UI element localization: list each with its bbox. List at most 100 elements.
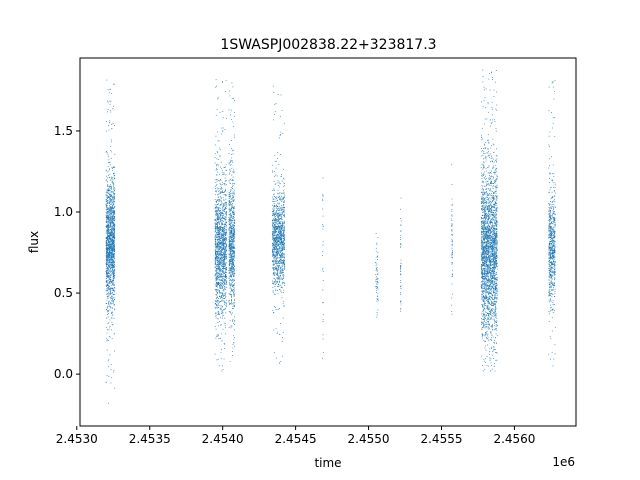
data-point: [112, 219, 113, 221]
data-point: [272, 290, 274, 292]
data-point: [276, 244, 277, 245]
data-point: [232, 266, 234, 268]
data-point: [222, 190, 223, 192]
data-point: [112, 371, 114, 373]
data-point: [110, 267, 112, 269]
data-point: [277, 208, 279, 210]
data-point: [218, 207, 220, 209]
data-point: [107, 248, 109, 250]
data-point: [109, 215, 111, 217]
data-point: [220, 301, 222, 302]
data-point: [109, 218, 111, 220]
data-point: [218, 228, 219, 229]
data-point: [220, 254, 222, 256]
data-point: [221, 254, 223, 256]
data-point: [107, 287, 109, 288]
data-point: [229, 264, 231, 266]
data-point: [112, 167, 114, 168]
data-point: [273, 283, 275, 285]
data-point: [231, 248, 233, 250]
data-point: [222, 268, 224, 269]
data-point: [215, 235, 216, 237]
data-point: [225, 195, 227, 196]
data-point: [233, 256, 235, 258]
data-point: [233, 272, 234, 274]
data-point: [113, 207, 114, 209]
data-point: [274, 241, 276, 243]
data-point: [273, 226, 274, 228]
data-point: [112, 208, 113, 209]
data-point: [277, 262, 279, 264]
data-point: [109, 233, 111, 235]
data-point: [217, 289, 218, 291]
data-point: [277, 214, 279, 216]
data-point: [225, 246, 227, 248]
data-point: [220, 184, 222, 185]
data-point: [279, 262, 281, 264]
data-point: [275, 213, 276, 214]
data-point: [279, 257, 281, 258]
data-point: [273, 229, 275, 231]
data-point: [107, 220, 109, 222]
data-point: [229, 231, 230, 233]
data-point: [229, 320, 231, 322]
data-point: [217, 266, 219, 267]
data-point: [232, 185, 234, 186]
data-point: [217, 274, 218, 276]
data-point: [277, 250, 278, 252]
data-point: [217, 259, 219, 260]
data-point: [110, 277, 112, 278]
data-point: [280, 227, 282, 229]
data-point: [114, 350, 115, 352]
data-point: [283, 216, 285, 218]
data-point: [220, 180, 222, 181]
data-point: [107, 277, 109, 278]
data-point: [214, 236, 216, 238]
data-point: [273, 214, 275, 216]
data-point: [113, 266, 114, 267]
data-point: [222, 256, 224, 258]
data-point: [105, 180, 107, 181]
data-point: [107, 101, 109, 103]
data-point: [221, 285, 223, 286]
data-point: [225, 190, 226, 191]
data-point: [230, 237, 232, 238]
data-point: [283, 220, 285, 222]
data-point: [274, 248, 276, 250]
data-point: [224, 272, 226, 273]
data-point: [275, 284, 276, 285]
data-point: [223, 227, 224, 228]
data-point: [109, 232, 110, 233]
data-point: [222, 196, 224, 198]
data-point: [274, 258, 276, 259]
data-point: [108, 208, 110, 210]
data-point: [110, 206, 112, 207]
data-point: [105, 303, 107, 304]
data-point: [108, 243, 110, 245]
data-point: [215, 263, 217, 265]
data-point: [112, 220, 113, 222]
data-point: [276, 225, 278, 227]
data-point: [109, 232, 111, 234]
data-point: [107, 255, 109, 257]
chart-title: 1SWASPJ002838.22+323817.3: [220, 37, 436, 53]
data-point: [221, 248, 223, 250]
data-point: [225, 79, 227, 81]
data-point: [234, 234, 235, 236]
data-point: [233, 233, 234, 235]
data-point: [276, 231, 277, 232]
data-point: [106, 206, 107, 208]
data-point: [221, 273, 222, 274]
data-point: [223, 309, 224, 310]
data-point: [272, 287, 274, 288]
data-point: [108, 170, 110, 172]
data-point: [281, 218, 282, 220]
data-point: [112, 219, 114, 220]
data-point: [231, 275, 232, 277]
data-point: [224, 286, 225, 288]
data-point: [277, 219, 279, 221]
data-point: [229, 242, 231, 244]
data-point: [107, 211, 108, 212]
data-point: [230, 272, 232, 274]
data-point: [216, 230, 218, 232]
